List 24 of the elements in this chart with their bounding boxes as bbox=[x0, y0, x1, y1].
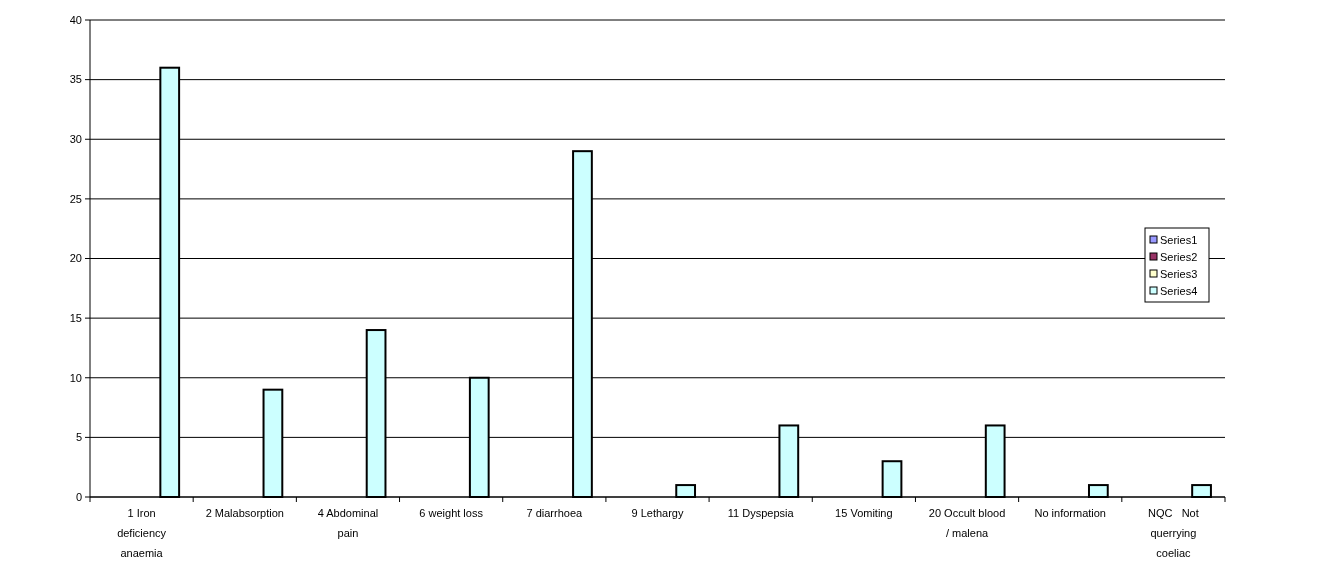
y-tick-label: 25 bbox=[69, 192, 82, 205]
legend-label: Series1 bbox=[1160, 233, 1198, 246]
y-tick-label: 30 bbox=[69, 133, 82, 146]
x-tick-label: 2 Malabsorption bbox=[205, 507, 284, 519]
x-tick-label: 6 weight loss bbox=[419, 507, 484, 519]
x-tick-label: 20 Occult blood / malena bbox=[928, 507, 1006, 539]
x-tick-label: NQC Not querrying coeliac bbox=[1148, 507, 1199, 559]
x-tick-label: 4 Abdominal pain bbox=[317, 507, 379, 539]
x-tick-label: 1 Iron deficiency anaemia bbox=[117, 507, 167, 559]
y-tick-label: 5 bbox=[75, 431, 82, 444]
x-tick-label: 11 Dyspepsia bbox=[727, 507, 795, 519]
y-tick-label: 10 bbox=[69, 371, 82, 384]
legend-label: Series4 bbox=[1160, 284, 1198, 297]
x-tick-label: 9 Lethargy bbox=[631, 507, 684, 519]
y-tick-label: 40 bbox=[69, 13, 82, 26]
legend-label: Series3 bbox=[1160, 267, 1198, 280]
y-tick-label: 0 bbox=[75, 490, 82, 503]
y-tick-label: 15 bbox=[69, 311, 82, 324]
x-tick-label: No information bbox=[1034, 507, 1106, 519]
y-tick-label: 20 bbox=[69, 252, 82, 265]
legend-label: Series2 bbox=[1160, 250, 1198, 263]
x-tick-label: 15 Vomiting bbox=[835, 507, 893, 519]
x-tick-label: 7 diarrhoea bbox=[526, 507, 584, 519]
y-tick-label: 35 bbox=[69, 73, 82, 86]
